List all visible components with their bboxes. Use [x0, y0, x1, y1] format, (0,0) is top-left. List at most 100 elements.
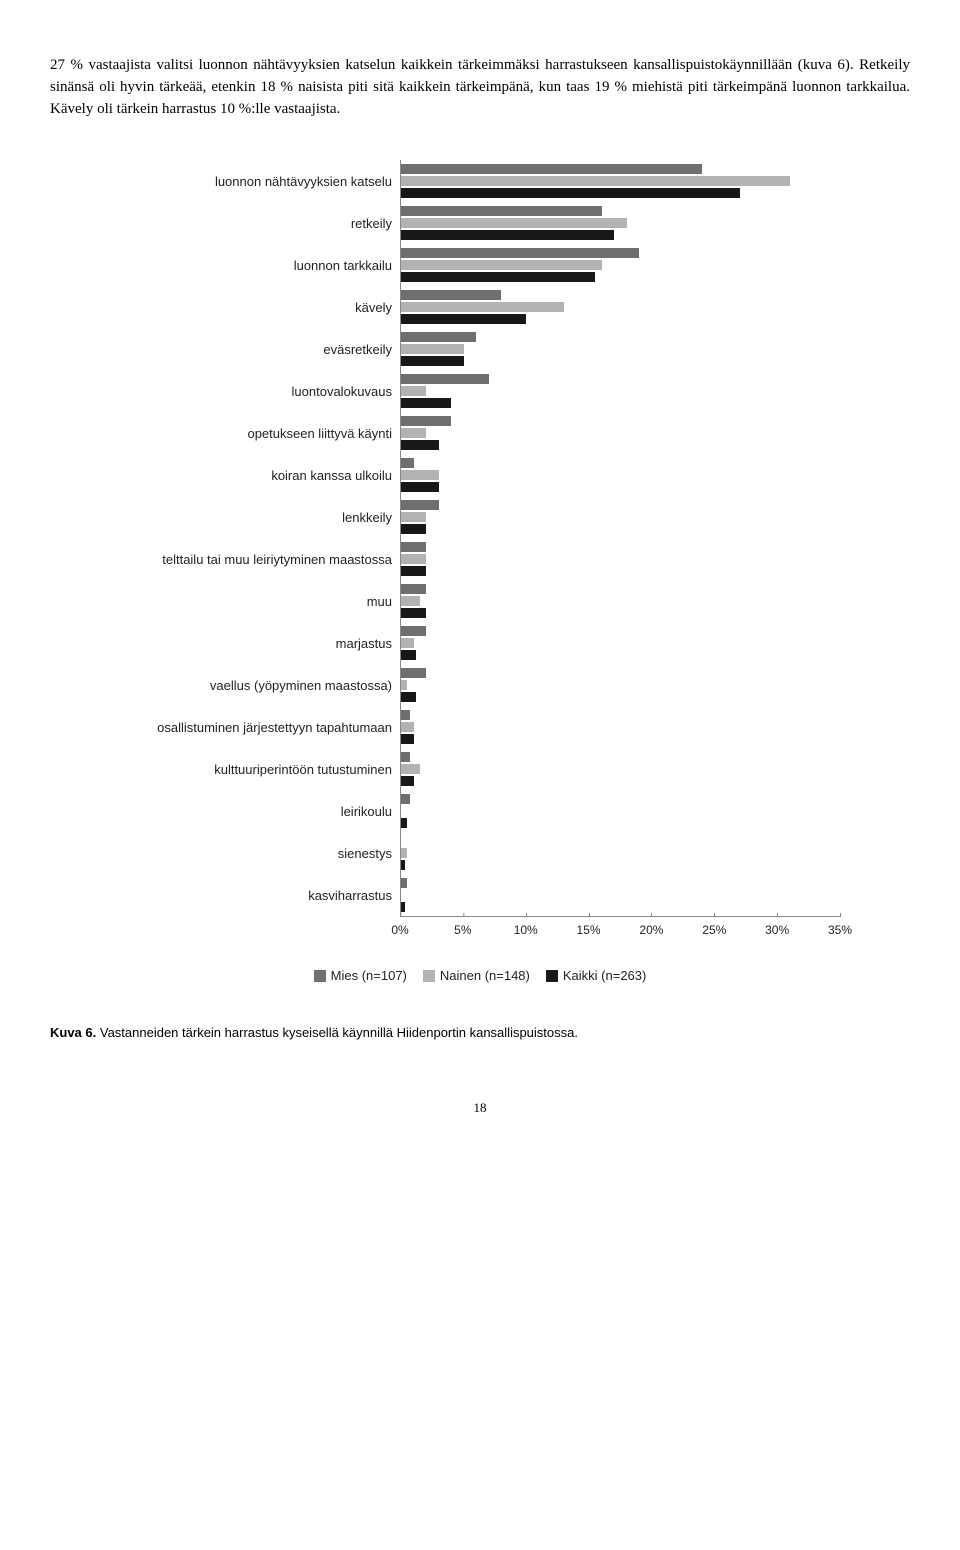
category-row	[401, 454, 840, 496]
bar	[401, 776, 414, 786]
category-label: muu	[120, 580, 400, 622]
category-row	[401, 622, 840, 664]
category-label: opetukseen liittyvä käynti	[120, 412, 400, 454]
category-row	[401, 412, 840, 454]
legend-item: Kaikki (n=263)	[546, 968, 646, 983]
bar	[401, 314, 526, 324]
category-row	[401, 370, 840, 412]
figure-caption: Kuva 6. Vastanneiden tärkein harrastus k…	[50, 1025, 910, 1040]
category-label: eväsretkeily	[120, 328, 400, 370]
category-label: luontovalokuvaus	[120, 370, 400, 412]
category-label: kävely	[120, 286, 400, 328]
category-row	[401, 748, 840, 790]
bar	[401, 440, 439, 450]
bar	[401, 638, 414, 648]
category-label: vaellus (yöpyminen maastossa)	[120, 664, 400, 706]
category-label: lenkkeily	[120, 496, 400, 538]
bar	[401, 164, 702, 174]
category-label: sienestys	[120, 832, 400, 874]
bar	[401, 734, 414, 744]
bar	[401, 596, 420, 606]
category-label: retkeily	[120, 202, 400, 244]
legend-swatch	[423, 970, 435, 982]
bar	[401, 752, 410, 762]
category-row	[401, 664, 840, 706]
category-label: luonnon tarkkailu	[120, 244, 400, 286]
bar	[401, 470, 439, 480]
bar	[401, 542, 426, 552]
x-tick: 10%	[514, 917, 538, 937]
bar	[401, 290, 501, 300]
x-tick: 0%	[391, 917, 408, 937]
bar	[401, 428, 426, 438]
bar	[401, 848, 407, 858]
category-row	[401, 286, 840, 328]
bar	[401, 398, 451, 408]
legend-item: Mies (n=107)	[314, 968, 407, 983]
bar	[401, 626, 426, 636]
category-row	[401, 496, 840, 538]
bar	[401, 650, 416, 660]
bar	[401, 458, 414, 468]
category-row	[401, 328, 840, 370]
bar	[401, 818, 407, 828]
legend-label: Kaikki (n=263)	[563, 968, 646, 983]
category-row	[401, 580, 840, 622]
body-paragraph: 27 % vastaajista valitsi luonnon nähtävy…	[50, 55, 910, 120]
bar	[401, 356, 464, 366]
category-row	[401, 874, 840, 916]
bar	[401, 794, 410, 804]
bar	[401, 386, 426, 396]
category-row	[401, 160, 840, 202]
bar	[401, 248, 639, 258]
category-row	[401, 202, 840, 244]
category-row	[401, 832, 840, 874]
bar	[401, 512, 426, 522]
bar	[401, 554, 426, 564]
bar	[401, 500, 439, 510]
x-tick: 15%	[577, 917, 601, 937]
x-tick: 25%	[702, 917, 726, 937]
bar	[401, 902, 405, 912]
page-number: 18	[50, 1100, 910, 1116]
bar	[401, 608, 426, 618]
bar	[401, 722, 414, 732]
bar	[401, 176, 790, 186]
chart-legend: Mies (n=107) Nainen (n=148) Kaikki (n=263)	[120, 968, 840, 985]
chart: luonnon nähtävyyksien katseluretkeilyluo…	[120, 160, 840, 985]
x-tick: 30%	[765, 917, 789, 937]
bar	[401, 764, 420, 774]
category-label: osallistuminen järjestettyyn tapahtumaan	[120, 706, 400, 748]
bar	[401, 710, 410, 720]
bar	[401, 668, 426, 678]
bar	[401, 374, 489, 384]
x-tick: 35%	[828, 917, 852, 937]
legend-label: Nainen (n=148)	[440, 968, 530, 983]
bar	[401, 566, 426, 576]
bar	[401, 272, 595, 282]
bar	[401, 482, 439, 492]
bar	[401, 692, 416, 702]
bar	[401, 332, 476, 342]
bar	[401, 230, 614, 240]
bar	[401, 860, 405, 870]
category-label: kulttuuriperintöön tutustuminen	[120, 748, 400, 790]
x-tick: 5%	[454, 917, 471, 937]
category-label: kasviharrastus	[120, 874, 400, 916]
category-label: marjastus	[120, 622, 400, 664]
category-label: telttailu tai muu leiriytyminen maastoss…	[120, 538, 400, 580]
bar	[401, 416, 451, 426]
bar	[401, 524, 426, 534]
bar	[401, 260, 602, 270]
legend-label: Mies (n=107)	[331, 968, 407, 983]
caption-text: Vastanneiden tärkein harrastus kyseisell…	[96, 1025, 578, 1040]
bar	[401, 584, 426, 594]
bar	[401, 188, 740, 198]
category-row	[401, 538, 840, 580]
category-row	[401, 706, 840, 748]
bar	[401, 206, 602, 216]
category-label: luonnon nähtävyyksien katselu	[120, 160, 400, 202]
category-row	[401, 790, 840, 832]
bar	[401, 344, 464, 354]
category-row	[401, 244, 840, 286]
